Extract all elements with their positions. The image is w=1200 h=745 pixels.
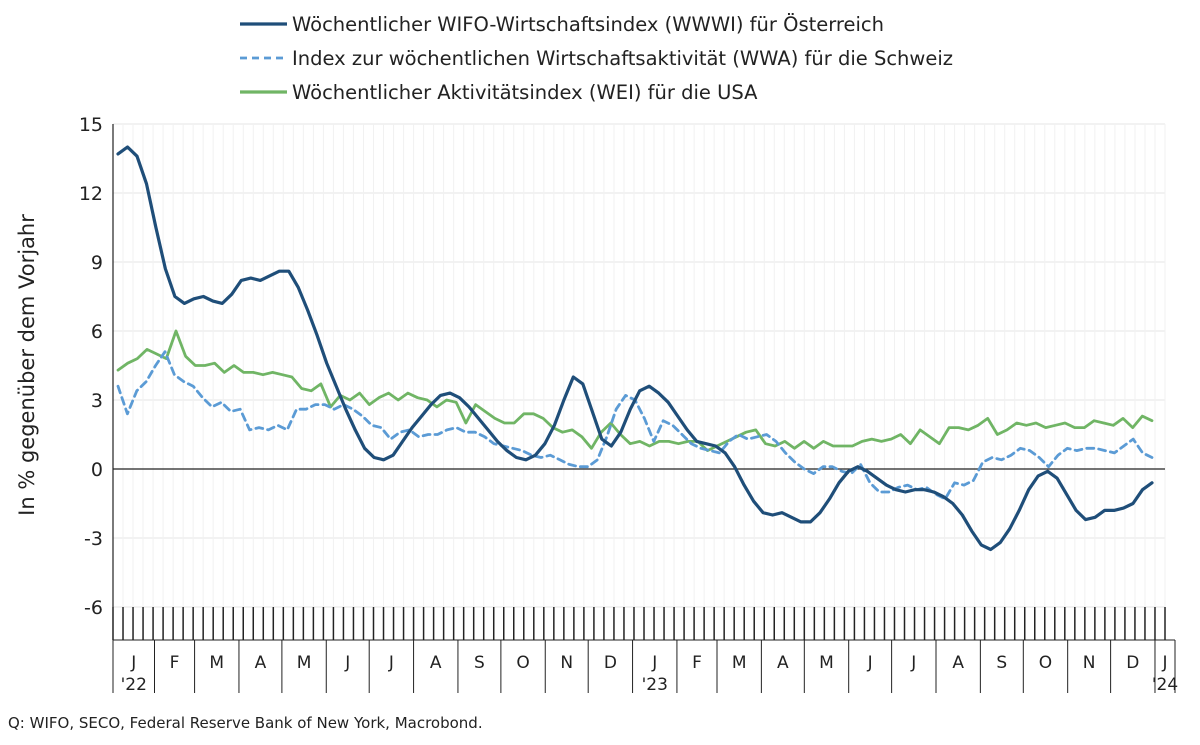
series-line-0 (116, 145, 1154, 552)
month-label: J (867, 653, 873, 673)
year-label: '23 (642, 675, 668, 695)
month-label: D (1126, 653, 1139, 673)
legend-entry: Index zur wöchentlichen Wirtschaftsaktiv… (292, 47, 953, 70)
y-axis-label: In % gegenüber dem Vorjahr (15, 214, 39, 516)
month-label: S (996, 653, 1007, 673)
source-note: Q: WIFO, SECO, Federal Reserve Bank of N… (8, 714, 483, 732)
month-label: D (604, 653, 617, 673)
month-label: M (297, 653, 312, 673)
month-label: S (474, 653, 485, 673)
month-label: J (651, 653, 657, 673)
month-label: F (170, 653, 180, 673)
y-tick-label: 15 (79, 114, 103, 136)
month-label: J (910, 653, 916, 673)
series-line-2 (116, 329, 1154, 453)
y-tick-label: -6 (84, 597, 103, 619)
gridlines (112, 123, 1166, 608)
month-label: J (1161, 653, 1167, 673)
month-label: A (952, 653, 964, 673)
month-label: M (209, 653, 224, 673)
y-tick-label: 3 (91, 390, 103, 412)
series-lines (116, 145, 1154, 552)
month-label: A (430, 653, 442, 673)
month-label: M (819, 653, 834, 673)
year-label: '24 (1152, 675, 1178, 695)
month-label: J (130, 653, 136, 673)
legend: Wöchentlicher WIFO-Wirtschaftsindex (WWW… (240, 13, 953, 104)
y-tick-label: 0 (91, 459, 103, 481)
month-label: J (344, 653, 350, 673)
legend-entry: Wöchentlicher WIFO-Wirtschaftsindex (WWW… (292, 13, 884, 36)
month-label: M (732, 653, 747, 673)
y-tick-label: -3 (84, 528, 103, 550)
month-label: O (1039, 653, 1052, 673)
month-label: N (1083, 653, 1096, 673)
month-label: O (516, 653, 529, 673)
month-label: N (560, 653, 573, 673)
y-tick-label: 12 (79, 183, 103, 205)
month-label: A (255, 653, 267, 673)
legend-entry: Wöchentlicher Aktivitätsindex (WEI) für … (292, 81, 758, 104)
month-label: J (388, 653, 394, 673)
y-tick-label: 9 (91, 252, 103, 274)
month-label: F (692, 653, 702, 673)
y-tick-label: 6 (91, 321, 103, 343)
month-label: A (777, 653, 789, 673)
year-label: '22 (121, 675, 147, 695)
